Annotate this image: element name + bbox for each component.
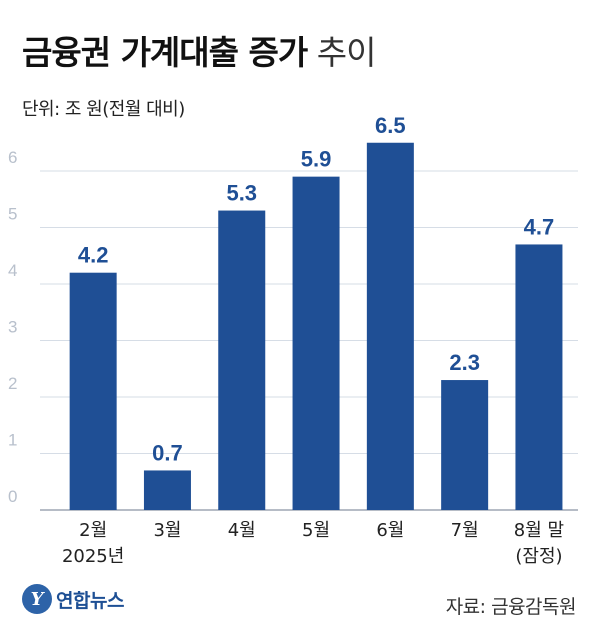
y-tick-labels: 0 1 2 3 4 5 6 bbox=[8, 148, 17, 506]
bar bbox=[218, 210, 266, 511]
x-tick-label: 6월 bbox=[376, 520, 404, 541]
x-tick-label: 3월 bbox=[153, 520, 181, 541]
value-label: 6.5 bbox=[375, 113, 406, 138]
bars bbox=[69, 142, 563, 511]
value-label: 5.9 bbox=[301, 147, 332, 172]
title-suffix: 추이 bbox=[316, 33, 377, 72]
y-tick-label: 3 bbox=[8, 318, 17, 337]
bar bbox=[441, 380, 489, 510]
bar bbox=[366, 142, 414, 510]
value-label: 5.3 bbox=[226, 181, 257, 206]
bar bbox=[515, 244, 563, 510]
source-note: 자료: 금융감독원 bbox=[445, 596, 577, 618]
y-tick-label: 5 bbox=[8, 205, 17, 224]
y-tick-label: 0 bbox=[8, 487, 17, 506]
value-labels: 4.2 0.7 5.3 5.9 6.5 2.3 4.7 bbox=[78, 113, 554, 466]
bar bbox=[143, 470, 191, 510]
title-main: 금융권 가계대출 증가 bbox=[22, 33, 308, 72]
y-tick-label: 4 bbox=[8, 261, 17, 280]
value-label: 4.7 bbox=[524, 214, 555, 239]
yonhap-logo: Y 연합뉴스 bbox=[22, 584, 124, 614]
x-tick-label: 2월 2025년 bbox=[62, 520, 124, 567]
chart-title: 금융권 가계대출 증가 추이 bbox=[22, 26, 377, 74]
logo-text: 연합뉴스 bbox=[56, 589, 124, 612]
x-tick-label: 5월 bbox=[302, 520, 330, 541]
x-tick-label: 7월 bbox=[451, 520, 479, 541]
unit-label: 단위: 조 원(전월 대비) bbox=[22, 99, 185, 120]
x-tick-label: 4월 bbox=[228, 520, 256, 541]
y-tick-label: 6 bbox=[8, 148, 17, 167]
logo-mark-icon: Y bbox=[22, 584, 52, 614]
x-tick-label: 8월 말 (잠정) bbox=[514, 520, 564, 567]
value-label: 0.7 bbox=[152, 440, 183, 465]
bar bbox=[292, 176, 340, 510]
x-tick-labels: 2월 2025년 3월 4월 5월 6월 7월 8월 말 (잠정) bbox=[62, 520, 564, 567]
y-tick-label: 1 bbox=[8, 431, 17, 450]
value-label: 4.2 bbox=[78, 243, 109, 268]
bar bbox=[69, 272, 117, 510]
y-tick-label: 2 bbox=[8, 374, 17, 393]
value-label: 2.3 bbox=[449, 350, 480, 375]
